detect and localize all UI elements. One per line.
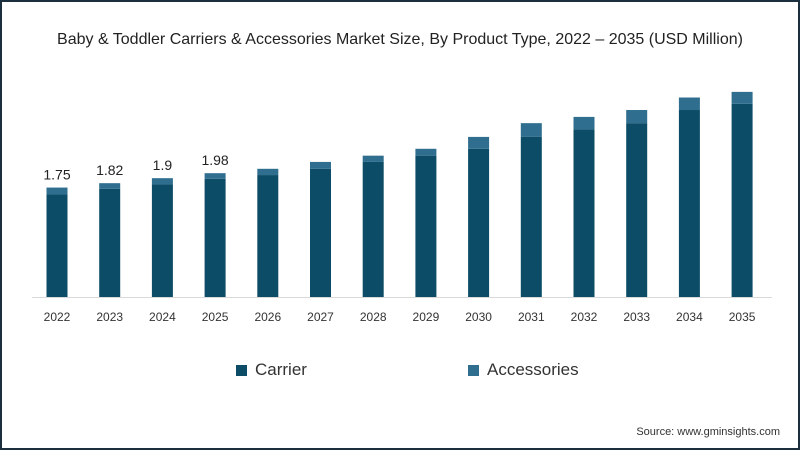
bar-accessories-2026 [257,168,279,176]
bar-accessories-2023 [99,183,121,189]
x-tick-label: 2029 [413,310,440,324]
bar-carrier-2023 [99,188,121,297]
legend-item-accessories: Accessories [468,360,579,380]
x-tick-label: 2031 [518,310,545,324]
bar-carrier-2035 [731,103,753,297]
bar-accessories-2032 [573,116,595,130]
bar-accessories-2035 [731,91,753,104]
x-tick-label: 2024 [149,310,176,324]
legend-label-accessories: Accessories [487,360,579,379]
chart-title: Baby & Toddler Carriers & Accessories Ma… [57,31,743,48]
bar-accessories-2033 [626,110,648,124]
data-label: 1.75 [43,167,70,183]
bar-carrier-2022 [46,194,68,297]
data-label: 1.9 [153,157,173,173]
bar-carrier-2030 [468,148,490,297]
bar-accessories-2031 [520,123,542,137]
bar-carrier-2031 [520,136,542,297]
bar-accessories-2030 [468,136,490,149]
bar-carrier-2024 [151,184,173,297]
x-tick-label: 2033 [623,310,650,324]
bar-accessories-2028 [362,155,384,162]
x-tick-label: 2023 [96,310,123,324]
bar-accessories-2029 [415,148,437,156]
bar-carrier-2025 [204,178,226,297]
x-tick-label: 2030 [465,310,492,324]
data-label: 1.82 [96,162,123,178]
bar-accessories-2025 [204,173,226,179]
legend-swatch-carrier [236,364,247,376]
bar-accessories-2022 [46,187,68,195]
source-note: Source: www.gminsights.com [636,426,780,438]
legend-item-carrier: Carrier [236,360,307,380]
x-tick-label: 2028 [360,310,387,324]
bar-carrier-2026 [257,175,279,297]
bar-carrier-2034 [678,110,700,297]
x-tick-label: 2035 [729,310,756,324]
bar-carrier-2033 [626,123,648,297]
data-label: 1.98 [201,152,228,168]
bar-carrier-2032 [573,129,595,297]
bar-carrier-2027 [310,168,331,297]
x-tick-label: 2022 [44,310,71,324]
x-tick-label: 2025 [202,310,229,324]
legend-label-carrier: Carrier [255,360,307,379]
bar-carrier-2029 [415,155,437,297]
x-tick-label: 2026 [254,310,281,324]
legend-swatch-accessories [468,364,479,376]
x-tick-label: 2027 [307,310,334,324]
bar-accessories-2024 [151,178,173,185]
bar-accessories-2034 [678,97,700,111]
x-tick-label: 2034 [676,310,703,324]
x-tick-label: 2032 [571,310,598,324]
bar-carrier-2028 [362,161,384,297]
bar-accessories-2027 [310,161,331,169]
